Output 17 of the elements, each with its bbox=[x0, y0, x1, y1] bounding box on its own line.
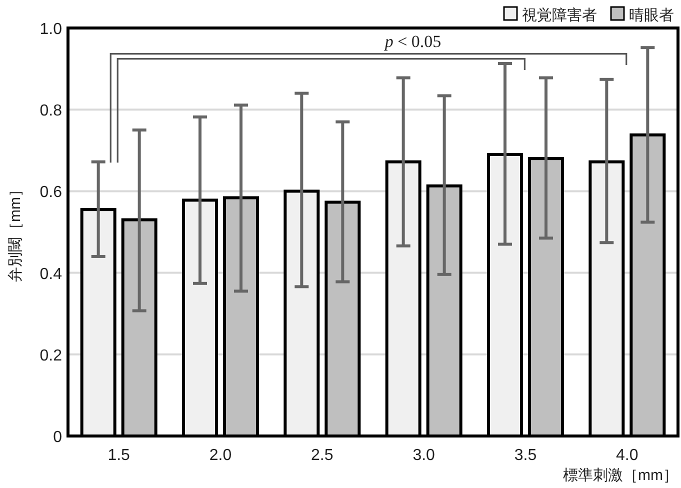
annotation: p < 0.05 bbox=[384, 32, 442, 51]
y-tick-label: 0 bbox=[53, 429, 62, 446]
x-tick-label: 1.5 bbox=[108, 447, 130, 464]
y-tick-label: 0.4 bbox=[40, 266, 62, 283]
y-tick-label: 0.8 bbox=[40, 102, 62, 120]
y-tick-label: 1.0 bbox=[40, 21, 62, 38]
x-tick-label: 3.0 bbox=[412, 447, 436, 464]
x-tick-label: 2.0 bbox=[209, 447, 232, 464]
y-tick-label: 0.2 bbox=[40, 347, 62, 364]
x-tick-label: 3.5 bbox=[514, 447, 537, 464]
y-tick-label: 0.6 bbox=[40, 184, 62, 202]
x-tick-label: 4.0 bbox=[616, 447, 638, 464]
y-axis-title: 弁別閾［mm］ bbox=[7, 182, 24, 282]
legend-label: 視覚障害者 bbox=[522, 7, 597, 24]
x-tick-label: 2.5 bbox=[311, 447, 334, 464]
x-axis-title: 標準刺激［mm］ bbox=[563, 467, 678, 484]
legend-label: 晴眼者 bbox=[629, 7, 674, 24]
